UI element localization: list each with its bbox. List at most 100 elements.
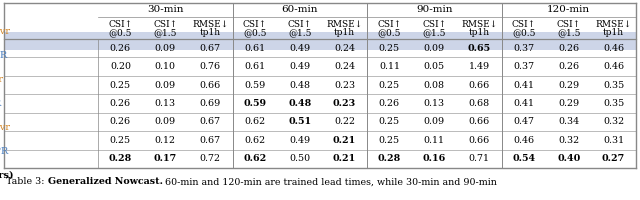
Text: tp1h: tp1h — [334, 28, 355, 37]
Text: 0.09: 0.09 — [155, 117, 176, 126]
Text: CSI↑: CSI↑ — [512, 20, 536, 29]
Text: 0.76: 0.76 — [200, 62, 221, 71]
Text: 0.67: 0.67 — [200, 44, 221, 53]
Text: 0.34: 0.34 — [558, 117, 579, 126]
Text: 0.26: 0.26 — [558, 44, 579, 53]
Text: 0.66: 0.66 — [468, 117, 490, 126]
Text: @1.5: @1.5 — [557, 28, 580, 37]
Text: RMSE↓: RMSE↓ — [326, 20, 363, 29]
Text: CSI↑: CSI↑ — [288, 20, 312, 29]
Text: 60-min: 60-min — [282, 5, 318, 15]
Text: 0.48: 0.48 — [289, 81, 310, 90]
Text: 0.17: 0.17 — [154, 154, 177, 163]
Text: 0.49: 0.49 — [289, 44, 310, 53]
Text: 0.51: 0.51 — [288, 117, 311, 126]
Text: 0.09: 0.09 — [155, 44, 176, 53]
Text: 0.54: 0.54 — [513, 154, 536, 163]
Text: 0.68: 0.68 — [468, 99, 490, 108]
Text: 0.13: 0.13 — [424, 99, 445, 108]
Text: 0.21: 0.21 — [333, 136, 356, 145]
Text: 0.67: 0.67 — [200, 117, 221, 126]
Text: 0.11: 0.11 — [379, 62, 400, 71]
Text: 0.46: 0.46 — [513, 136, 534, 145]
Text: 0.26: 0.26 — [110, 117, 131, 126]
Text: UPR: UPR — [0, 147, 8, 156]
Text: 0.13: 0.13 — [155, 99, 176, 108]
Text: 0.25: 0.25 — [379, 44, 400, 53]
Text: 0.69: 0.69 — [200, 99, 221, 108]
Text: 0.46: 0.46 — [603, 44, 624, 53]
Text: 120-min: 120-min — [547, 5, 590, 15]
Text: 0.25: 0.25 — [379, 117, 400, 126]
Text: @0.5: @0.5 — [243, 28, 267, 37]
Text: 0.59: 0.59 — [243, 99, 266, 108]
Text: 0.10: 0.10 — [155, 62, 176, 71]
Text: 0.48: 0.48 — [288, 99, 312, 108]
Text: 0.59: 0.59 — [244, 81, 266, 90]
Text: @0.5: @0.5 — [512, 28, 536, 37]
Text: 0.66: 0.66 — [468, 136, 490, 145]
Text: Flavr: Flavr — [0, 123, 10, 132]
Text: 0.67: 0.67 — [200, 136, 221, 145]
Text: RMSE↓: RMSE↓ — [192, 20, 228, 29]
Text: tp1h: tp1h — [603, 28, 624, 37]
Text: 0.29: 0.29 — [558, 99, 579, 108]
Text: 0.71: 0.71 — [468, 154, 490, 163]
Text: tp1h: tp1h — [200, 28, 221, 37]
Text: CSI↑: CSI↑ — [153, 20, 177, 29]
Text: 1.49: 1.49 — [468, 62, 490, 71]
Text: 0.32: 0.32 — [558, 136, 579, 145]
Text: @1.5: @1.5 — [154, 28, 177, 37]
Text: 0.09: 0.09 — [424, 44, 445, 53]
Text: 60-min and 120-min are trained lead times, while 30-min and 90-min: 60-min and 120-min are trained lead time… — [163, 178, 497, 186]
Text: 0.26: 0.26 — [110, 99, 131, 108]
Text: 0.29: 0.29 — [558, 81, 579, 90]
Text: 0.22: 0.22 — [334, 117, 355, 126]
Text: 0.46: 0.46 — [603, 62, 624, 71]
Text: 0.25: 0.25 — [379, 81, 400, 90]
Text: 0.41: 0.41 — [513, 81, 534, 90]
Text: 0.62: 0.62 — [243, 154, 266, 163]
Text: 0.09: 0.09 — [424, 117, 445, 126]
Text: CSI↑: CSI↑ — [378, 20, 401, 29]
Text: 90-min: 90-min — [416, 5, 452, 15]
Text: 0.50: 0.50 — [289, 154, 310, 163]
Text: 0.23: 0.23 — [334, 81, 355, 90]
Text: 0.35: 0.35 — [603, 81, 624, 90]
Text: CSI↑: CSI↑ — [557, 20, 581, 29]
Text: 0.28: 0.28 — [378, 154, 401, 163]
Text: CSI↑: CSI↑ — [422, 20, 446, 29]
Text: Generalized Nowcast.: Generalized Nowcast. — [47, 178, 163, 186]
Text: 0.16: 0.16 — [422, 154, 446, 163]
Text: Table 3:: Table 3: — [6, 178, 47, 186]
Text: 0.25: 0.25 — [379, 136, 400, 145]
Text: 0.23: 0.23 — [333, 99, 356, 108]
Text: @0.5: @0.5 — [109, 28, 132, 37]
Text: 0.11: 0.11 — [424, 136, 445, 145]
Text: 0.35: 0.35 — [603, 99, 624, 108]
Text: UPR: UPR — [0, 99, 1, 108]
Text: 0.20: 0.20 — [110, 62, 131, 71]
Text: 0.61: 0.61 — [244, 62, 266, 71]
Text: RMSE↓: RMSE↓ — [461, 20, 497, 29]
Text: 0.21: 0.21 — [333, 154, 356, 163]
Text: 0.12: 0.12 — [155, 136, 176, 145]
Text: WeatherGFT(ours): WeatherGFT(ours) — [0, 171, 13, 180]
Text: tp1h: tp1h — [468, 28, 490, 37]
Text: 0.26: 0.26 — [379, 99, 400, 108]
Text: 0.41: 0.41 — [513, 99, 534, 108]
Text: Flavr: Flavr — [0, 27, 10, 36]
Text: RMSE↓: RMSE↓ — [595, 20, 632, 29]
Text: 0.25: 0.25 — [110, 136, 131, 145]
Text: 0.32: 0.32 — [603, 117, 624, 126]
Text: CSI↑: CSI↑ — [108, 20, 132, 29]
Text: 0.62: 0.62 — [244, 136, 266, 145]
Text: 0.09: 0.09 — [155, 81, 176, 90]
Text: 30-min: 30-min — [147, 5, 184, 15]
Text: 0.66: 0.66 — [468, 81, 490, 90]
Text: 0.61: 0.61 — [244, 44, 266, 53]
Text: 0.27: 0.27 — [602, 154, 625, 163]
Text: 0.47: 0.47 — [513, 117, 534, 126]
Text: CSI↑: CSI↑ — [243, 20, 267, 29]
Text: 0.26: 0.26 — [110, 44, 131, 53]
